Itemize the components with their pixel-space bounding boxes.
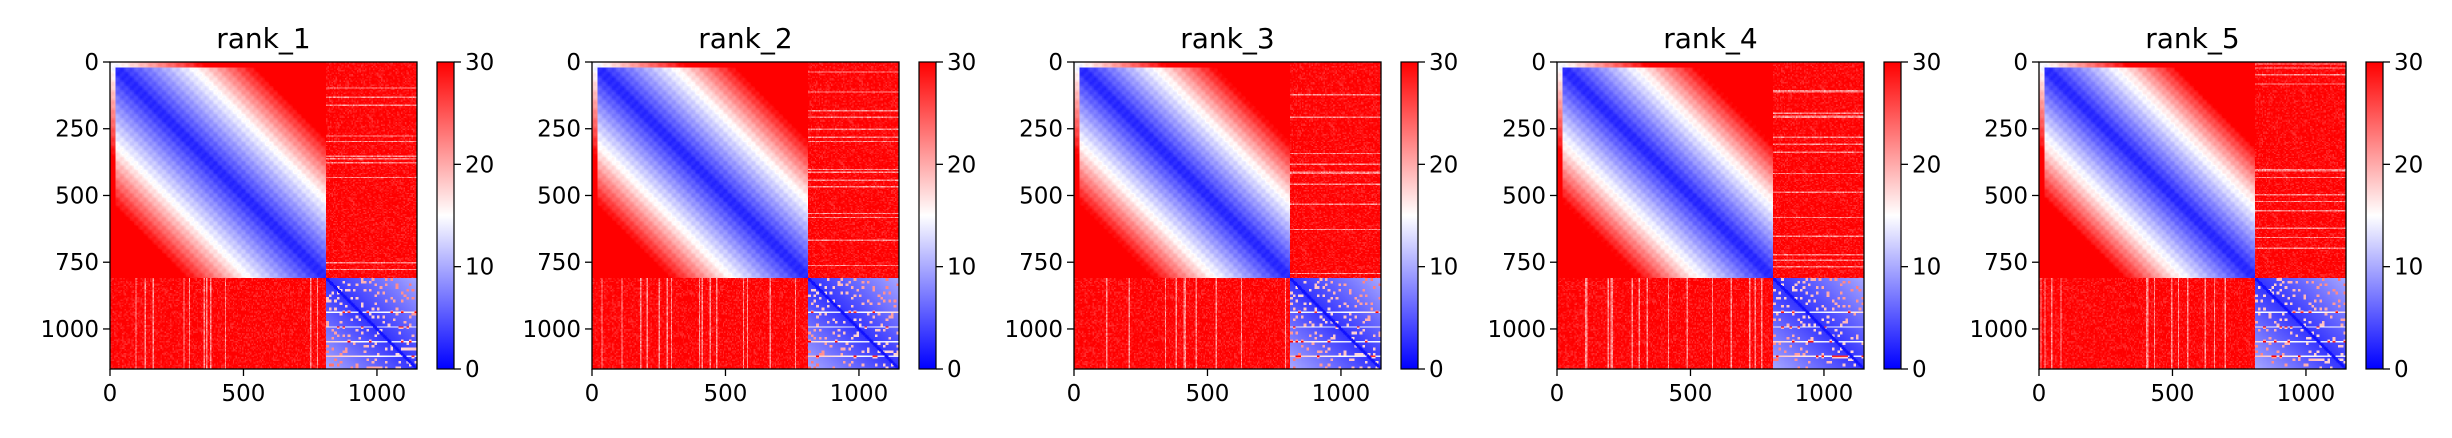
colorbar-tick-label: 30 [1429, 50, 1458, 76]
heatmap-image [110, 62, 417, 369]
y-tick-label: 250 [1984, 117, 2028, 143]
x-tick-label: 1000 [2277, 381, 2336, 407]
panel-title: rank_2 [698, 22, 792, 55]
y-tick-label: 0 [566, 50, 581, 76]
plot-frame [2038, 61, 2347, 370]
colorbar [1883, 61, 1902, 370]
x-tick-label: 500 [704, 381, 748, 407]
x-tick-label: 1000 [348, 381, 407, 407]
y-tick-label: 0 [1531, 50, 1546, 76]
y-tick-label: 500 [55, 183, 99, 209]
colorbar-tick-label: 10 [1912, 255, 1941, 281]
panel-title: rank_1 [216, 22, 310, 55]
colorbar-tick-label: 30 [2394, 50, 2423, 76]
plot-frame [1556, 61, 1865, 370]
y-tick-label: 250 [1019, 117, 1063, 143]
heatmap-panel: rank_1 0 500 1000 0 250 500 750 1000 0 10 20 30 [40, 22, 494, 407]
x-tick-label: 1000 [1795, 381, 1854, 407]
y-tick-label: 500 [1019, 183, 1063, 209]
plot-frame [1073, 61, 1382, 370]
heatmap-image [1074, 62, 1381, 369]
colorbar-tick-label: 20 [947, 152, 976, 178]
x-tick-label: 500 [2151, 381, 2195, 407]
heatmap-panel: rank_2 0 500 1000 0 250 500 750 1000 0 10 20 30 [522, 22, 976, 407]
colorbar-tick-label: 10 [465, 255, 494, 281]
colorbar-tick-label: 20 [2394, 152, 2423, 178]
plot-frame [109, 61, 418, 370]
y-tick-label: 500 [537, 183, 581, 209]
x-tick-label: 1000 [1312, 381, 1371, 407]
y-tick-label: 1000 [40, 317, 99, 343]
plot-frame [591, 61, 900, 370]
y-tick-label: 1000 [1004, 317, 1063, 343]
colorbar-tick-label: 10 [2394, 255, 2423, 281]
heatmap-panel: rank_4 0 500 1000 0 250 500 750 1000 0 10 20 30 [1487, 22, 1941, 407]
x-tick-label: 0 [1550, 381, 1565, 407]
y-tick-label: 250 [537, 117, 581, 143]
colorbar [1400, 61, 1419, 370]
heatmap-panel: rank_5 0 500 1000 0 250 500 750 1000 0 10 20 30 [1969, 22, 2423, 407]
colorbar-tick-label: 30 [1912, 50, 1941, 76]
x-tick-label: 0 [103, 381, 118, 407]
panels: rank_10 500 1000025050075010000102030rank_… [40, 22, 2423, 407]
colorbar-tick-label: 0 [947, 357, 962, 383]
colorbar-tick-label: 20 [1429, 152, 1458, 178]
y-tick-label: 1000 [1487, 317, 1546, 343]
colorbar [918, 61, 937, 370]
y-tick-label: 750 [1019, 250, 1063, 276]
colorbar-tick-label: 20 [1912, 152, 1941, 178]
colorbar-tick-label: 10 [947, 255, 976, 281]
y-tick-label: 750 [55, 250, 99, 276]
y-tick-label: 500 [1502, 183, 1546, 209]
y-tick-label: 250 [55, 117, 99, 143]
colorbar-tick-label: 0 [1429, 357, 1444, 383]
colorbar-tick-label: 0 [465, 357, 480, 383]
panel-title: rank_5 [2145, 22, 2239, 55]
colorbar-tick-label: 30 [947, 50, 976, 76]
x-tick-label: 500 [1669, 381, 1713, 407]
y-tick-label: 500 [1984, 183, 2028, 209]
x-tick-label: 0 [585, 381, 600, 407]
y-tick-label: 250 [1502, 117, 1546, 143]
colorbar [2365, 61, 2384, 370]
colorbar-tick-label: 30 [465, 50, 494, 76]
y-tick-label: 750 [1984, 250, 2028, 276]
heatmap-image [592, 62, 899, 369]
y-tick-label: 1000 [1969, 317, 2028, 343]
x-tick-label: 0 [1067, 381, 1082, 407]
colorbar-tick-label: 0 [1912, 357, 1927, 383]
heatmap-image [2039, 62, 2346, 369]
panel-title: rank_4 [1663, 22, 1757, 55]
x-tick-label: 500 [222, 381, 266, 407]
x-tick-label: 1000 [830, 381, 889, 407]
x-tick-label: 0 [2032, 381, 2047, 407]
y-tick-label: 750 [1502, 250, 1546, 276]
y-tick-label: 0 [84, 50, 99, 76]
colorbar [436, 61, 455, 370]
x-tick-label: 500 [1186, 381, 1230, 407]
heatmap-image [1557, 62, 1864, 369]
y-tick-label: 1000 [522, 317, 581, 343]
y-tick-label: 0 [1048, 50, 1063, 76]
y-tick-label: 750 [537, 250, 581, 276]
colorbar-tick-label: 20 [465, 152, 494, 178]
colorbar-tick-label: 0 [2394, 357, 2409, 383]
panel-title: rank_3 [1180, 22, 1274, 55]
y-tick-label: 0 [2013, 50, 2028, 76]
heatmap-panel: rank_3 0 500 1000 0 250 500 750 1000 0 10 20 30 [1004, 22, 1458, 407]
colorbar-tick-label: 10 [1429, 255, 1458, 281]
